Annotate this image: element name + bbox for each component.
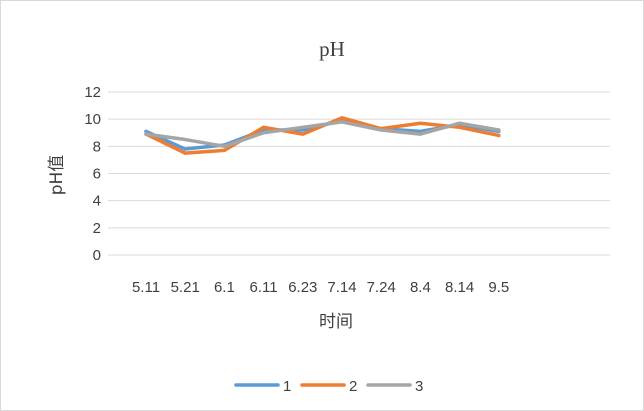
x-tick-label: 6.1 — [214, 279, 235, 296]
y-axis-title: pH值 — [47, 155, 67, 196]
y-tick-label: 0 — [93, 247, 101, 264]
data-point-series-3 — [183, 137, 187, 142]
y-tick-label: 6 — [93, 166, 101, 183]
data-point-series-3 — [222, 144, 226, 148]
data-point-series-3 — [340, 120, 344, 124]
data-point-series-2 — [418, 121, 422, 125]
chart-title: pH — [319, 37, 345, 61]
y-tick-label: 4 — [93, 193, 101, 210]
y-tick-label: 10 — [84, 111, 101, 128]
y-tick-label: 12 — [84, 84, 101, 101]
data-point-series-3 — [262, 131, 266, 135]
data-point-series-2 — [262, 125, 266, 129]
data-point-series-3 — [497, 128, 501, 132]
legend-label-1: 1 — [283, 378, 291, 395]
data-point-series-2 — [340, 116, 344, 120]
x-tick-label: 5.11 — [132, 279, 160, 296]
x-tick-label: 7.14 — [327, 279, 356, 296]
data-point-series-2 — [301, 132, 305, 136]
x-axis-title: 时间 — [319, 312, 353, 332]
data-point-series-2 — [458, 125, 462, 129]
legend-label-2: 2 — [349, 378, 357, 395]
data-point-series-3 — [458, 121, 462, 125]
data-point-series-2 — [497, 133, 501, 138]
y-axis-ticks: 0 2 4 6 8 10 12 — [84, 84, 101, 264]
gridlines — [108, 91, 610, 256]
data-point-series-3 — [301, 125, 305, 129]
x-tick-label: 9.5 — [488, 279, 509, 296]
data-point-series-3 — [144, 132, 148, 136]
data-point-series-1 — [183, 147, 187, 151]
y-tick-label: 2 — [93, 220, 101, 237]
series-lines — [144, 116, 501, 155]
legend: 1 2 3 — [234, 378, 423, 395]
data-point-series-2 — [183, 151, 187, 155]
x-tick-label: 7.24 — [367, 279, 396, 296]
data-point-series-1 — [301, 128, 305, 132]
x-tick-label: 8.4 — [410, 279, 431, 296]
data-point-series-3 — [418, 132, 422, 136]
x-tick-label: 6.23 — [288, 279, 317, 296]
x-tick-label: 6.11 — [250, 279, 278, 296]
series-line-3 — [144, 120, 501, 149]
x-tick-label: 8.14 — [445, 279, 474, 296]
data-point-series-3 — [379, 128, 383, 132]
legend-label-3: 3 — [415, 378, 423, 395]
data-point-series-1 — [144, 129, 148, 133]
data-point-series-2 — [222, 148, 226, 153]
x-tick-label: 5.21 — [171, 279, 200, 296]
x-axis-ticks: 5.11 5.21 6.1 6.11 6.23 7.14 7.24 8.4 8.14 9.5 — [132, 279, 509, 296]
y-tick-label: 8 — [93, 138, 101, 155]
